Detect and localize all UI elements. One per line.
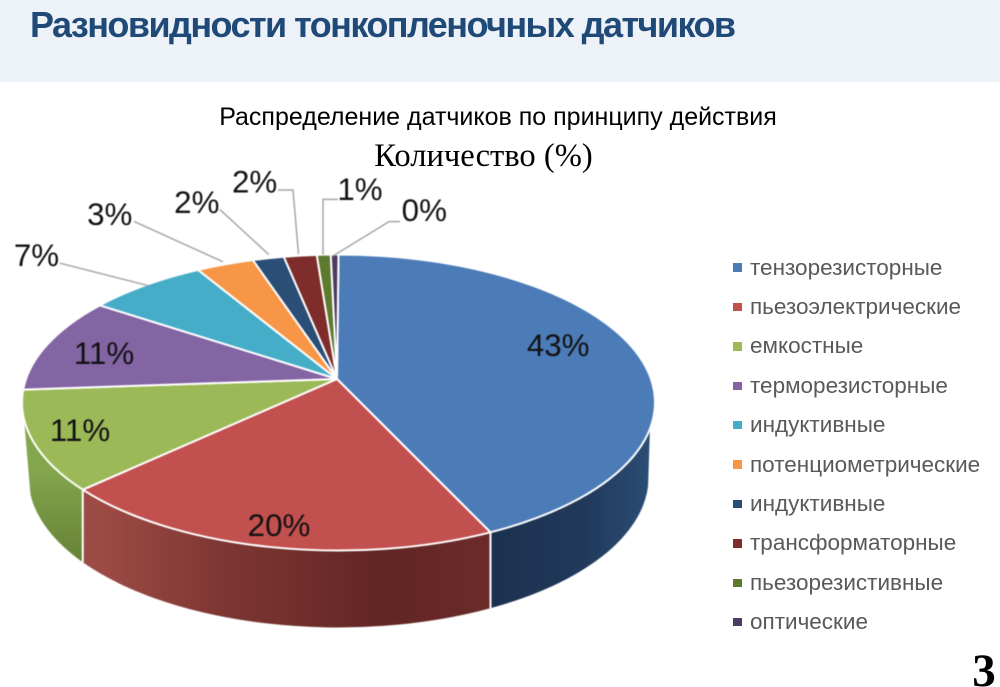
svg-text:20%: 20% [248, 508, 311, 543]
svg-text:0%: 0% [402, 193, 447, 228]
svg-text:2%: 2% [174, 185, 219, 220]
svg-text:1%: 1% [337, 172, 382, 207]
svg-text:43%: 43% [527, 328, 590, 363]
svg-text:2%: 2% [232, 165, 277, 200]
svg-text:11%: 11% [74, 336, 134, 371]
svg-text:7%: 7% [14, 238, 59, 273]
svg-text:11%: 11% [50, 413, 110, 448]
svg-text:3%: 3% [87, 197, 132, 232]
